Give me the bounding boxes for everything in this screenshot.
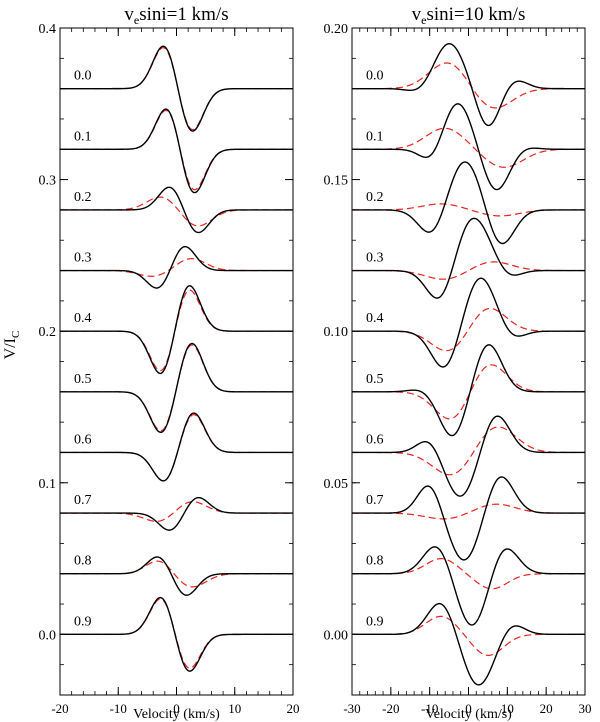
observed-profile-line (352, 43, 585, 127)
y-axis-label-main: V/I (2, 338, 19, 359)
x-tick-label: 20 (540, 701, 553, 716)
y-tick-label: 0.20 (324, 22, 349, 37)
plot-frame (351, 27, 586, 696)
observed-profile-line (60, 285, 293, 375)
model-profile-line (60, 289, 293, 372)
model-profile-line (352, 426, 585, 476)
phase-label: 0.2 (366, 190, 384, 205)
phase-label: 0.4 (366, 311, 384, 326)
observed-profile-line (352, 415, 585, 497)
curves (352, 43, 585, 686)
observed-profile-line (352, 161, 585, 245)
phase-label: 0.0 (366, 69, 384, 84)
x-tick-label: 30 (579, 701, 592, 716)
phase-label: 0.5 (366, 372, 384, 387)
observed-profile-line (60, 342, 293, 434)
y-tick-label: 0.0 (39, 628, 57, 643)
observed-profile-line (60, 186, 293, 234)
model-profile-line (60, 109, 293, 191)
x-axis-label: Velocity (km/s) (133, 707, 220, 722)
observed-profile-line (60, 45, 293, 132)
y-tick-label: 0.3 (39, 174, 57, 189)
phase-label: 0.8 (366, 554, 384, 569)
y-tick-label: 0.00 (324, 628, 349, 643)
right-panel: vesini=10 km/s -30 -20 -10 0 10 20 30 Velocity (… (324, 4, 592, 722)
observed-profile-line (352, 103, 585, 191)
phase-label: 0.8 (74, 554, 92, 569)
x-tick-label: -30 (343, 701, 360, 716)
phase-label: 0.7 (366, 493, 384, 508)
y-tick-label: 0.4 (39, 22, 57, 37)
model-profile-line (352, 307, 585, 352)
observed-profile-line (60, 596, 293, 672)
y-tick-label: 0.05 (324, 477, 349, 492)
left-panel: vesini=1 km/s -20 -10 0 10 20 Velocity (km/s) 0… (39, 4, 300, 722)
model-profile-line (352, 127, 585, 168)
y-tick-label: 0.2 (39, 325, 57, 340)
x-tick-label: -20 (382, 701, 399, 716)
observed-profile-line (60, 108, 293, 194)
phase-label: 0.9 (74, 614, 92, 629)
phase-label: 0.7 (74, 493, 92, 508)
phase-label: 0.1 (74, 129, 92, 144)
x-tick-label: 0 (173, 701, 180, 716)
x-tick-label: -10 (421, 701, 438, 716)
model-profile-line (352, 62, 585, 109)
model-profile-line (60, 501, 293, 522)
x-tick-label: -10 (110, 701, 127, 716)
y-tick-label: 0.1 (39, 477, 57, 492)
x-tick-label: -20 (51, 701, 68, 716)
observed-profile-line (352, 546, 585, 626)
observed-profile-line (352, 344, 585, 437)
y-axis-label-sub: C (10, 331, 22, 338)
panel-title: vesini=1 km/s (124, 4, 228, 27)
model-profile-line (60, 598, 293, 669)
y-tick-label: 0.10 (324, 325, 349, 340)
observed-profile-line (352, 277, 585, 368)
y-tick-label: 0.15 (324, 174, 349, 189)
observed-profile-line (352, 476, 585, 561)
phase-label: 0.5 (74, 372, 92, 387)
observed-profile-line (60, 412, 293, 482)
y-axis-label: V/IC (2, 331, 22, 360)
phase-label: 0.9 (366, 614, 384, 629)
model-profile-line (60, 196, 293, 227)
phase-label: 0.3 (366, 251, 384, 266)
x-tick-label: 10 (228, 701, 241, 716)
observed-profile-line (352, 217, 585, 299)
x-tick-label: 0 (465, 701, 472, 716)
model-profile-line (60, 413, 293, 482)
phase-label: 0.6 (74, 432, 92, 447)
phase-label: 0.6 (366, 432, 384, 447)
observed-profile-line (60, 245, 293, 289)
x-tick-label: 10 (501, 701, 514, 716)
phase-label: 0.2 (74, 190, 92, 205)
observed-profile-line (60, 556, 293, 596)
x-tick-label: 20 (287, 701, 300, 716)
model-profile-line (352, 503, 585, 520)
plot-frame (59, 27, 294, 696)
phase-label: 0.4 (74, 311, 92, 326)
curves (60, 45, 293, 672)
phase-label: 0.1 (366, 129, 384, 144)
panel-title: vesini=10 km/s (412, 4, 526, 27)
observed-profile-line (352, 602, 585, 686)
observed-profile-line (60, 496, 293, 531)
phase-label: 0.0 (74, 69, 92, 84)
model-profile-line (60, 258, 293, 277)
x-axis-label: Velocity (km/s) (425, 707, 512, 722)
phase-label: 0.3 (74, 251, 92, 266)
